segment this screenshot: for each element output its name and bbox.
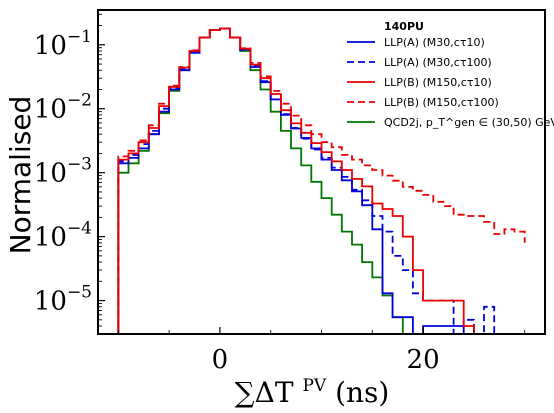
legend-label: LLP(A) (M30,cτ100) [384,56,492,69]
x-tick-label: 0 [212,345,229,375]
x-axis-label-superscript: PV [302,376,326,396]
x-axis-label-main: ∑ΔT [235,376,294,409]
legend-title: 140PU [384,20,424,33]
x-axis-label: ∑ΔT PV (ns) [235,365,390,409]
y-tick-label: 10−5 [34,283,92,317]
series-layer [117,27,526,334]
y-tick-label-base: 10 [34,159,67,189]
series-line [117,27,526,334]
legend-label: LLP(A) (M30,cτ10) [384,36,485,49]
y-tick-label-exp: −5 [67,283,92,303]
ticks-layer: 10−510−410−310−210−10 20 [34,13,526,375]
y-tick-label-base: 10 [34,95,67,125]
x-axis-label-unit: (ns) [335,376,389,409]
legend: 140PU LLP(A) (M30,cτ10) LLP(A) (M30,cτ100… [347,20,554,129]
x-tick-label: 20 [407,345,440,375]
legend-label: LLP(B) (M150,cτ10) [384,76,492,89]
y-tick-label-base: 10 [34,31,67,61]
y-tick-label: 10−4 [34,219,92,253]
legend-label: LLP(B) (M150,cτ100) [384,96,499,109]
y-tick-label-exp: −4 [67,219,92,239]
legend-entries: LLP(A) (M30,cτ10) LLP(A) (M30,cτ100) LLP(B… [347,36,554,129]
y-tick-label-exp: −1 [67,27,92,47]
y-tick-label-exp: −3 [67,155,92,175]
legend-label: QCD2j, p_T^gen ∈ (30,50) GeV [384,116,554,129]
y-tick-label: 10−3 [34,155,92,189]
y-tick-label-base: 10 [34,223,67,253]
y-tick-label: 10−1 [34,27,92,61]
y-tick-label-base: 10 [34,287,67,317]
y-axis-label: Normalised [4,96,37,255]
y-tick-label: 10−2 [34,91,92,125]
y-tick-label-exp: −2 [67,91,92,111]
